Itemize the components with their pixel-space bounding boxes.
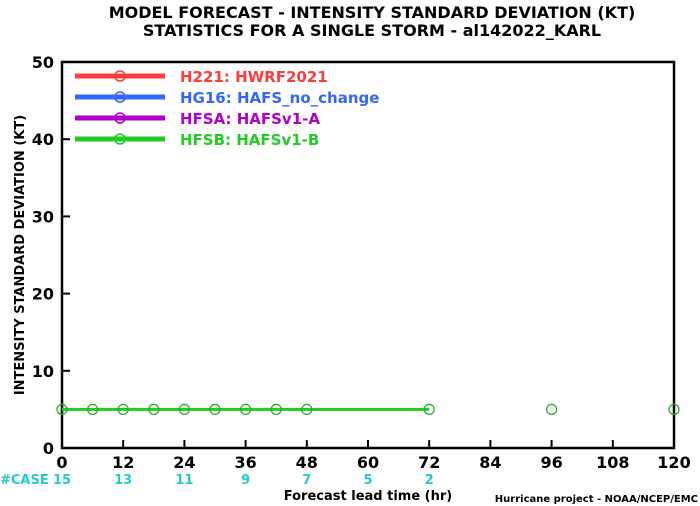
legend-label-hfsa: HFSA: HAFSv1-A (180, 110, 320, 128)
y-tick-label-0: 0 (43, 439, 54, 458)
y-tick-label-2: 20 (32, 285, 54, 304)
series-point-hfsb-4 (178, 403, 190, 415)
case-count-3: 9 (241, 473, 250, 488)
series-point-hfsb-0 (56, 403, 68, 415)
y-axis: 0 10 20 30 40 50 (32, 53, 70, 458)
series-point-hfsb-8 (301, 403, 313, 415)
x-tick-label-2: 24 (173, 453, 195, 472)
x-tick-label-9: 108 (596, 453, 629, 472)
y-tick-label-5: 50 (32, 53, 54, 72)
legend-label-hg16: HG16: HAFS_no_change (180, 89, 379, 107)
case-count-2: 11 (175, 473, 193, 488)
chart-subtitle: STATISTICS FOR A SINGLE STORM - al142022… (143, 21, 601, 40)
case-count-5: 5 (363, 473, 372, 488)
legend: H221: HWRF2021 HG16: HAFS_no_change HFSA: … (75, 68, 379, 149)
y-tick-label-1: 10 (32, 362, 54, 381)
case-count-4: 7 (302, 473, 311, 488)
case-count-1: 13 (114, 473, 132, 488)
legend-label-hfsb: HFSB: HAFSv1-B (180, 131, 319, 149)
legend-marker-hg16 (114, 91, 126, 103)
case-label: #CASE (0, 473, 49, 488)
case-count-0: 15 (53, 473, 71, 488)
series-point-hfsb-5 (209, 403, 221, 415)
x-axis: 0 12 24 36 48 60 72 84 96 108 120 (56, 440, 691, 472)
series-point-hfsb-3 (148, 403, 160, 415)
extra-point-0 (545, 403, 558, 415)
series-point-hfsb-7 (270, 403, 282, 415)
x-tick-label-6: 72 (418, 453, 440, 472)
x-tick-label-0: 0 (56, 453, 67, 472)
chart-title: MODEL FORECAST - INTENSITY STANDARD DEVI… (109, 3, 636, 22)
legend-marker-h221 (114, 70, 126, 82)
series-layer (56, 403, 680, 415)
series-point-hfsb-1 (86, 403, 99, 415)
legend-marker-hfsa (114, 112, 126, 124)
legend-label-h221: H221: HWRF2021 (180, 68, 328, 86)
y-tick-label-4: 40 (32, 130, 54, 149)
x-tick-label-1: 12 (112, 453, 134, 472)
series-point-hfsb-6 (240, 403, 252, 415)
x-tick-label-5: 60 (357, 453, 379, 472)
x-tick-label-7: 84 (479, 453, 501, 472)
x-tick-label-4: 48 (296, 453, 318, 472)
x-tick-label-8: 96 (540, 453, 562, 472)
extra-point-1 (668, 403, 680, 415)
x-tick-label-10: 120 (657, 453, 690, 472)
case-counts: #CASE 15 13 11 9 7 5 2 (0, 473, 434, 488)
credit-text: Hurricane project - NOAA/NCEP/EMC (495, 494, 698, 505)
series-point-hfsb-9 (423, 403, 435, 415)
x-tick-label-3: 36 (234, 453, 256, 472)
legend-marker-hfsb (114, 133, 126, 145)
x-axis-label: Forecast lead time (hr) (284, 489, 452, 504)
case-count-6: 2 (425, 473, 434, 488)
series-point-hfsb-2 (117, 403, 129, 415)
y-tick-label-3: 30 (32, 207, 54, 226)
y-axis-label: INTENSITY STANDARD DEVIATION (KT) (13, 115, 28, 395)
